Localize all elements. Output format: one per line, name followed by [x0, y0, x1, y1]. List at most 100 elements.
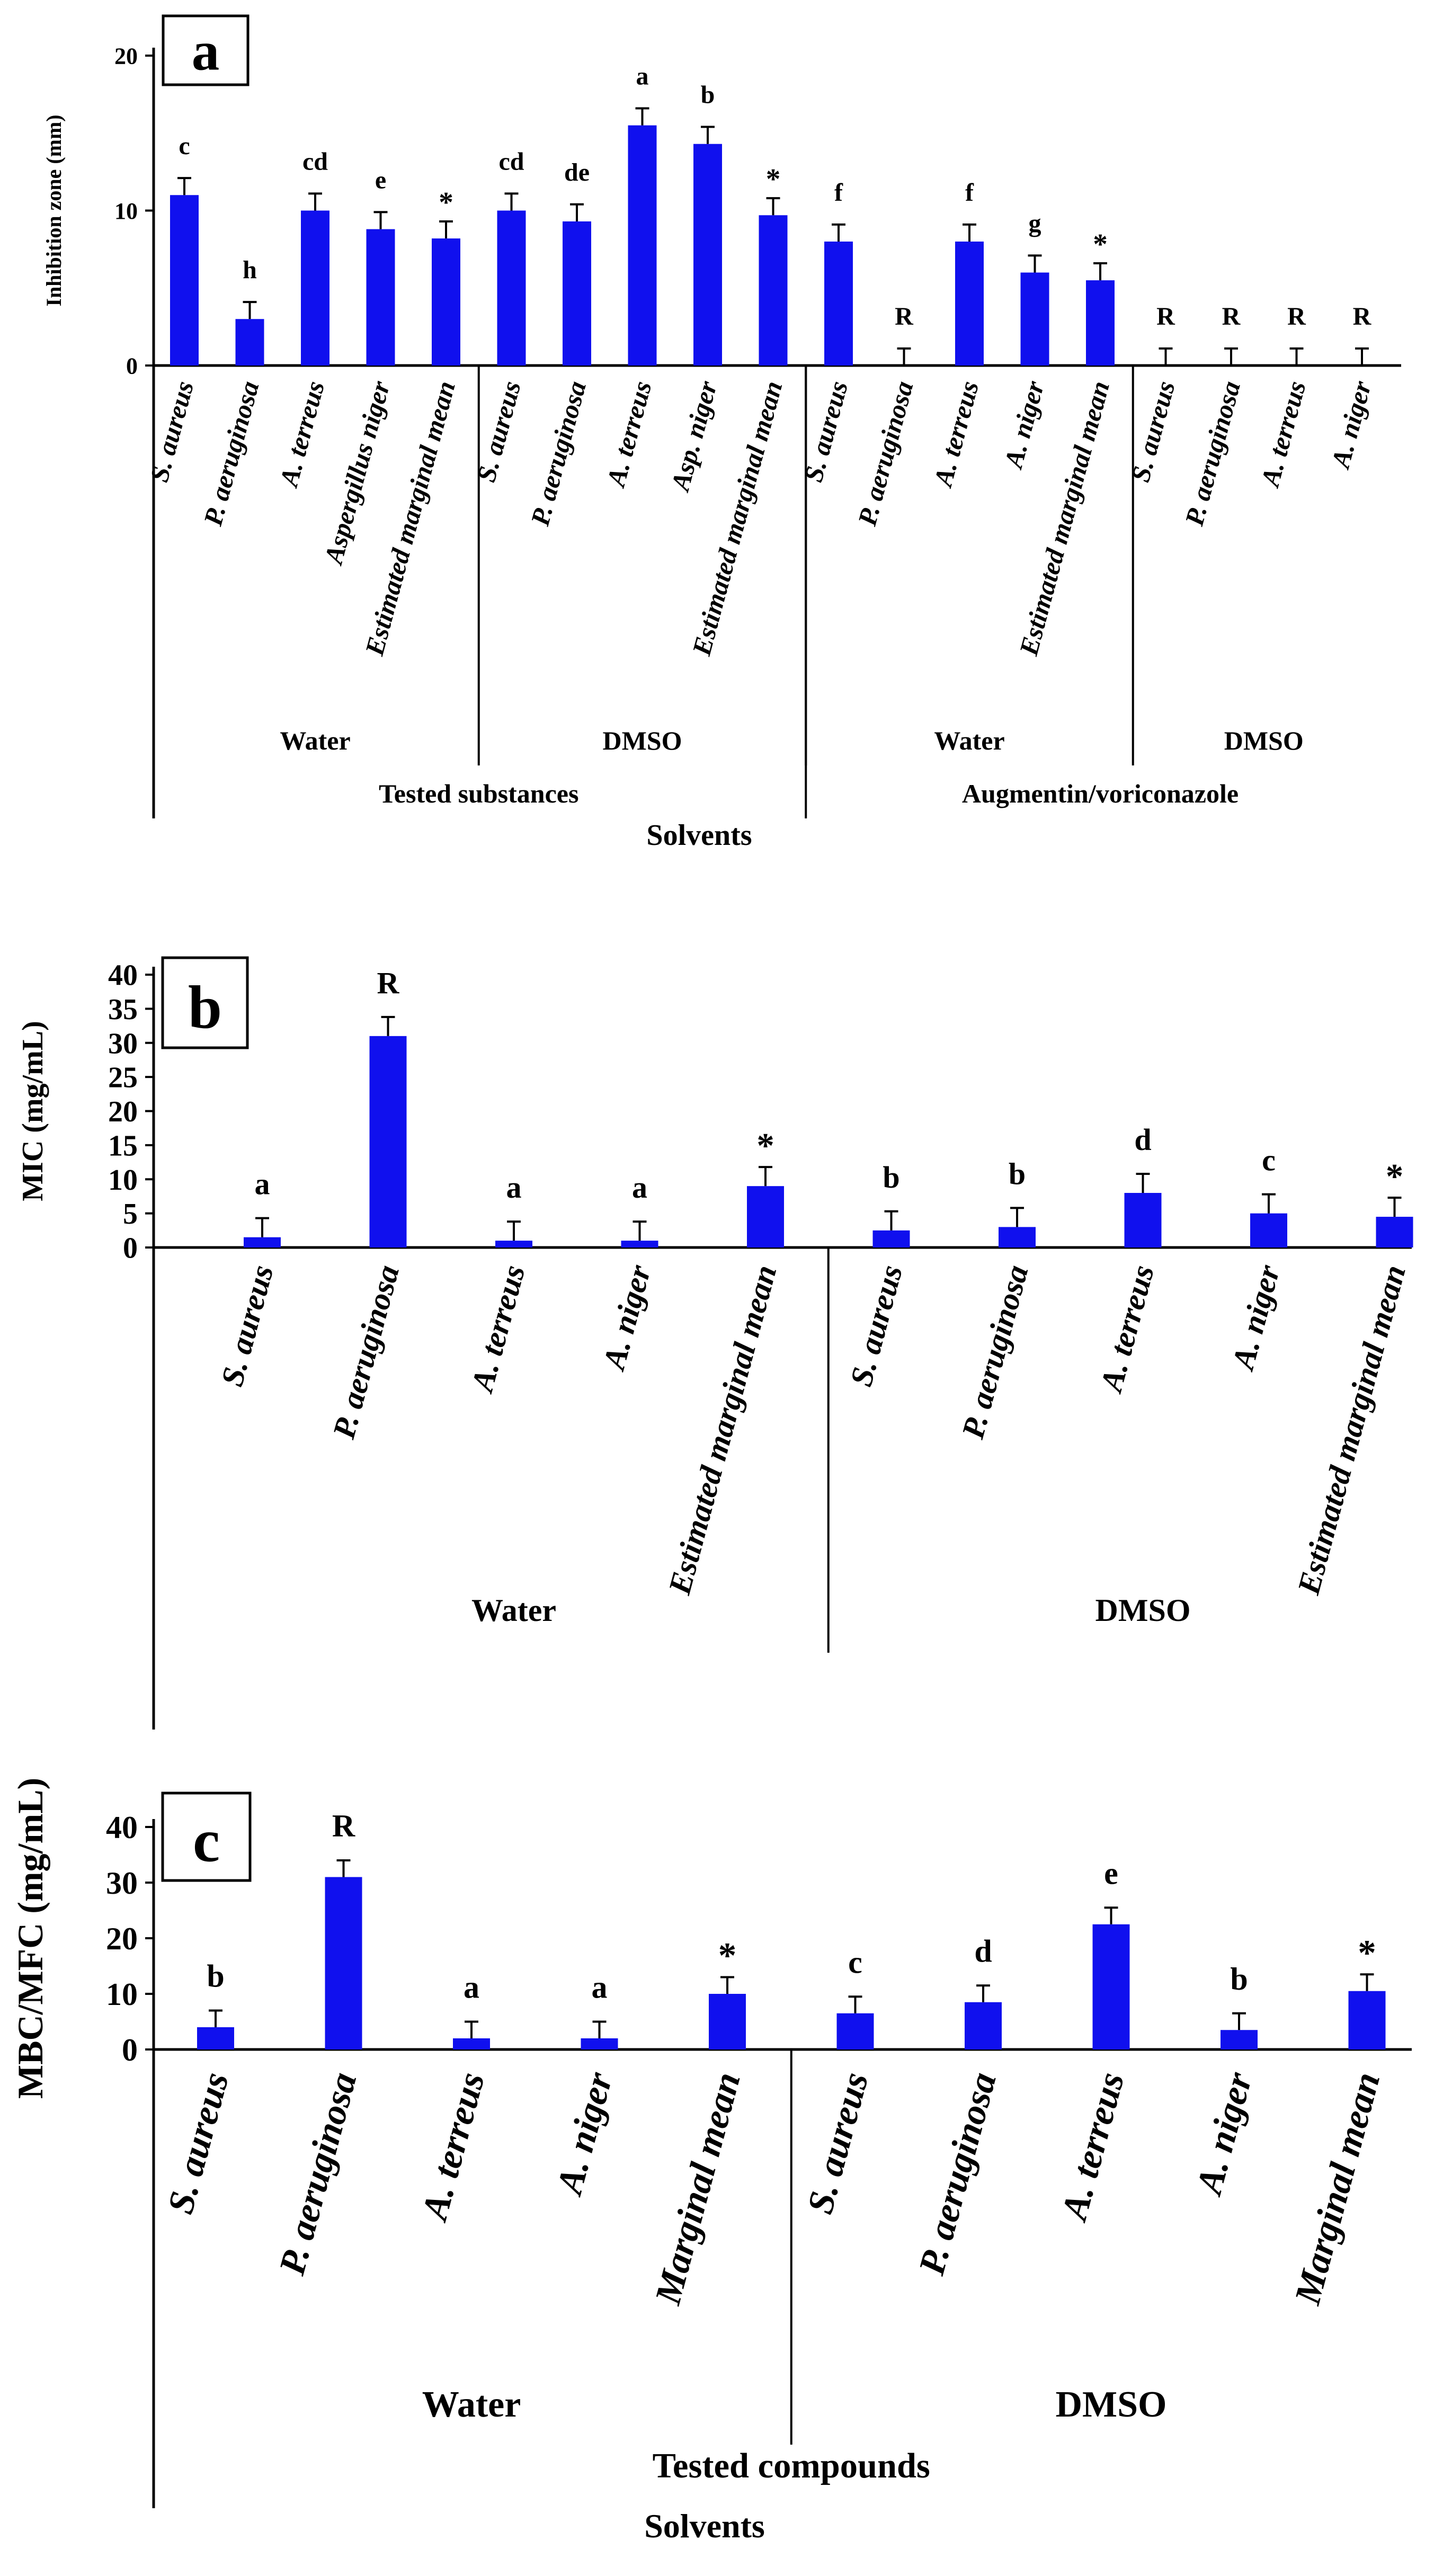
- chart-panel-c: c 0 10 20 30 40 MBC/MFC (mg/mL) b S. aureus R P. a…: [10, 1778, 1412, 2545]
- category-label: P. aeruginosa: [271, 2068, 364, 2279]
- category-label: Marginal mean: [1287, 2068, 1388, 2309]
- y-tick-label: 15: [108, 1129, 138, 1162]
- significance-letter: f: [965, 179, 974, 207]
- bar: [1250, 1213, 1287, 1247]
- category-label: A. niger: [1188, 2067, 1260, 2200]
- x-axis-label: Solvents: [646, 819, 752, 852]
- bar: [497, 210, 526, 366]
- category-label: A. terreus: [600, 378, 657, 491]
- bar: [759, 215, 788, 366]
- bar: [693, 144, 722, 366]
- group-label: DMSO: [1224, 726, 1304, 755]
- bar: [1348, 1991, 1386, 2049]
- bar: [1124, 1193, 1162, 1247]
- group-label: Water: [471, 1593, 556, 1628]
- significance-letter: e: [1104, 1856, 1118, 1891]
- bar: [495, 1241, 532, 1247]
- category-label: Asp. niger: [665, 378, 723, 495]
- y-tick-label: 20: [114, 43, 138, 69]
- panel-label: c: [193, 1807, 220, 1875]
- significance-letter: *: [1358, 1932, 1376, 1973]
- significance-letter: a: [636, 62, 649, 90]
- bar: [965, 2002, 1002, 2049]
- category-label: P. aeruginosa: [852, 378, 919, 529]
- significance-letter: cd: [499, 147, 524, 175]
- significance-letter: b: [207, 1959, 224, 1994]
- category-label: S. aureus: [144, 378, 199, 485]
- significance-letter: a: [255, 1167, 270, 1201]
- category-label: P. aeruginosa: [911, 2068, 1004, 2279]
- panel-label-box: [161, 1791, 252, 1882]
- group-label: Water: [934, 726, 1004, 755]
- significance-letter: c: [1262, 1143, 1276, 1178]
- y-tick-label: 0: [123, 1232, 138, 1265]
- y-tick-label: 20: [106, 1921, 138, 1956]
- category-label: P. aeruginosa: [1179, 378, 1246, 529]
- category-label: S. aureus: [160, 2068, 237, 2218]
- category-label: Estimated marginal mean: [1290, 1261, 1412, 1598]
- bar: [1092, 1924, 1130, 2049]
- supergroup-label: Augmentin/voriconazole: [962, 779, 1239, 808]
- bar: [999, 1227, 1036, 1247]
- category-label: A. niger: [1325, 378, 1377, 473]
- significance-letter: a: [632, 1170, 647, 1205]
- bar: [325, 1877, 362, 2049]
- significance-letter: d: [1134, 1122, 1151, 1157]
- significance-letter: b: [1009, 1156, 1026, 1191]
- significance-letter: b: [701, 81, 715, 109]
- category-label: A. terreus: [928, 378, 984, 491]
- y-tick-label: 10: [108, 1164, 138, 1197]
- chart-panel-a: a 0 10 20 Inhibition zone (mm) c S. aureus h P. …: [42, 14, 1401, 852]
- y-tick-label: 40: [106, 1810, 138, 1845]
- bar: [1020, 272, 1049, 366]
- y-tick-label: 25: [108, 1062, 138, 1094]
- panel-label: b: [188, 974, 222, 1041]
- significance-letter: R: [1156, 302, 1175, 331]
- bar: [235, 319, 264, 366]
- bar: [709, 1994, 746, 2049]
- category-label: S. aureus: [214, 1261, 280, 1390]
- significance-letter: a: [592, 1970, 608, 2005]
- category-label: P. aeruginosa: [955, 1261, 1035, 1442]
- y-tick-label: 40: [108, 959, 138, 992]
- bar: [581, 2038, 618, 2049]
- bar: [955, 242, 984, 366]
- y-tick-label: 30: [108, 1027, 138, 1060]
- category-label: A. terreus: [1093, 1261, 1161, 1397]
- significance-letter: *: [1093, 228, 1108, 260]
- category-label: A. niger: [1225, 1261, 1287, 1375]
- category-label: P. aeruginosa: [524, 378, 592, 529]
- significance-letter: a: [464, 1970, 479, 2005]
- category-label: A. terreus: [464, 1261, 532, 1397]
- y-tick-label: 0: [122, 2033, 138, 2067]
- category-label: A. terreus: [1054, 2068, 1133, 2226]
- y-axis-label: MIC (mg/mL): [16, 1021, 49, 1201]
- bar: [563, 221, 591, 366]
- y-tick-label: 10: [106, 1977, 138, 2012]
- supergroup-label: Tested compounds: [653, 2447, 930, 2485]
- category-label: A. niger: [595, 1261, 657, 1375]
- significance-letter: R: [377, 966, 400, 1000]
- bar: [836, 2013, 874, 2049]
- y-tick-label: 30: [106, 1866, 138, 1901]
- group-label: Water: [422, 2384, 521, 2425]
- bar: [197, 2027, 234, 2049]
- category-label: A. terreus: [414, 2068, 493, 2226]
- significance-letter: *: [439, 186, 453, 218]
- x-axis-label: Solvents: [644, 2507, 765, 2545]
- y-axis-label: MBC/MFC (mg/mL): [10, 1778, 50, 2099]
- significance-letter: e: [375, 166, 386, 194]
- group-label: DMSO: [1095, 1593, 1191, 1628]
- bar: [244, 1237, 281, 1247]
- y-tick-label: 10: [114, 198, 138, 224]
- bar: [1221, 2030, 1258, 2049]
- significance-letter: b: [883, 1160, 899, 1195]
- significance-letter: cd: [302, 147, 328, 175]
- group-label: DMSO: [1056, 2384, 1167, 2425]
- significance-letter: a: [506, 1170, 522, 1205]
- bar: [369, 1036, 407, 1247]
- category-label: P. aeruginosa: [198, 378, 265, 529]
- significance-letter: c: [848, 1945, 862, 1980]
- bar: [621, 1241, 658, 1247]
